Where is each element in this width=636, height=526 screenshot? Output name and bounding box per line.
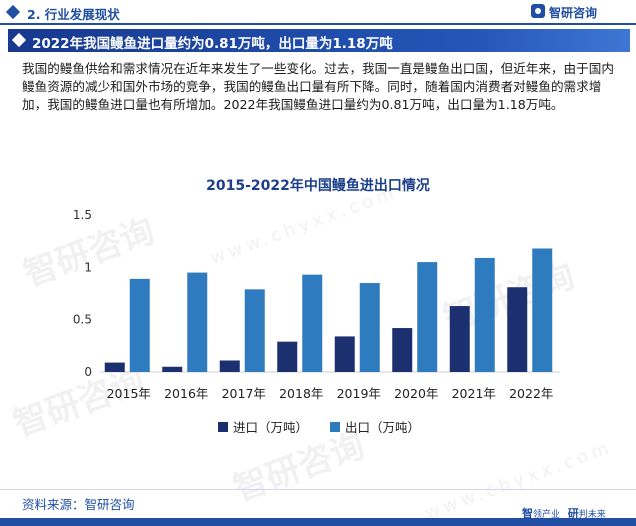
import-bar	[162, 366, 183, 372]
legend-label-export: 出口（万吨）	[345, 420, 420, 435]
x-tick-label: 2020年	[394, 386, 438, 401]
footer-logo-right: 研	[567, 507, 579, 520]
source-note: 资料来源：智研咨询	[22, 497, 135, 512]
footer-band	[0, 518, 636, 526]
export-bar	[532, 248, 553, 372]
legend-label-import: 进口（万吨）	[233, 420, 308, 435]
export-bar	[187, 272, 208, 372]
import-bar	[392, 328, 413, 372]
export-bar	[359, 283, 380, 372]
y-tick-label: 1.5	[73, 208, 92, 222]
footer-logo-right-small: 判未来	[578, 510, 606, 520]
export-bar	[129, 278, 150, 372]
x-tick-label: 2019年	[337, 386, 381, 401]
y-tick-label: 0	[84, 365, 92, 379]
x-tick-label: 2022年	[509, 386, 553, 401]
x-tick-label: 2015年	[107, 386, 151, 401]
export-bar	[244, 289, 265, 372]
body-paragraph: 我国的鳗鱼供给和需求情况在近年来发生了一些变化。过去，我国一直是鳗鱼出口国，但近…	[22, 61, 614, 112]
footer-logo-left-small: 领产业	[533, 510, 561, 520]
export-bar	[417, 262, 438, 372]
import-bar	[334, 336, 355, 372]
brand-logo-icon	[531, 4, 545, 18]
export-bar	[302, 274, 323, 372]
chart-title: 2015-2022年中国鳗鱼进出口情况	[206, 178, 430, 194]
footer-logo: 智领产业 研判未来	[522, 505, 606, 521]
headline-banner: 2022年我国鳗鱼进口量约为0.81万吨，出口量为1.18万吨	[8, 29, 630, 52]
y-tick-label: 0.5	[73, 313, 92, 327]
export-bar	[474, 257, 495, 372]
headline-title: 2022年我国鳗鱼进口量约为0.81万吨，出口量为1.18万吨	[32, 36, 393, 52]
x-tick-label: 2016年	[164, 386, 208, 401]
top-rule	[0, 23, 636, 25]
legend-swatch-import	[218, 422, 228, 432]
import-bar	[219, 360, 240, 372]
import-bar	[449, 306, 470, 372]
x-tick-label: 2018年	[279, 386, 323, 401]
legend-swatch-export	[330, 422, 340, 432]
top-header: 2. 行业发展现状 智研咨询	[0, 0, 636, 26]
brand-name: 智研咨询	[549, 6, 598, 20]
x-tick-label: 2017年	[222, 386, 266, 401]
footer-logo-left: 智	[522, 507, 533, 520]
bottom-rule	[0, 489, 636, 490]
import-bar	[507, 287, 528, 372]
import-bar	[104, 362, 125, 372]
import-bar	[277, 341, 298, 372]
y-tick-label: 1	[84, 260, 92, 274]
section-title: 2. 行业发展现状	[27, 7, 120, 22]
x-tick-label: 2021年	[452, 386, 496, 401]
